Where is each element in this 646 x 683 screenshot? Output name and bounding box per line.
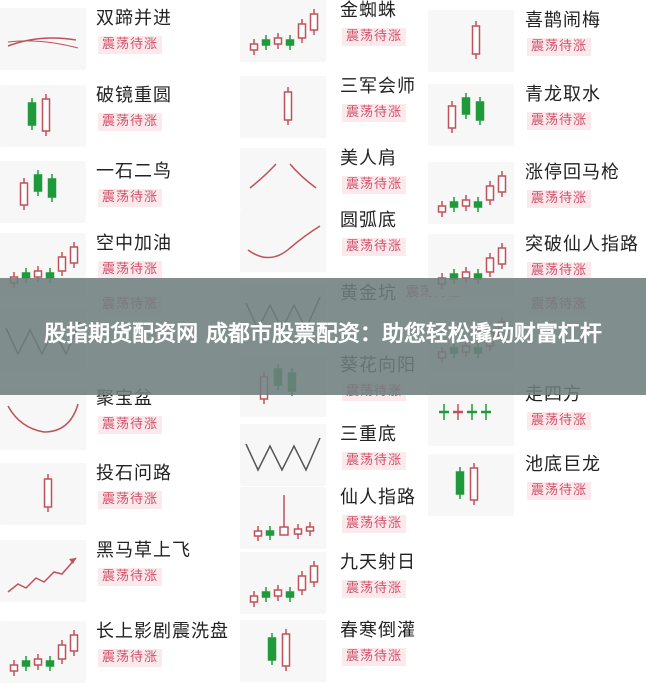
pattern-title: 投石问路 bbox=[96, 463, 172, 484]
pattern-title: 涨停回马枪 bbox=[525, 162, 620, 183]
pattern-title: 破镜重圆 bbox=[96, 85, 172, 106]
pattern-title: 三军会师 bbox=[340, 76, 416, 97]
pattern-title: 九天射日 bbox=[340, 552, 416, 573]
pattern-title: 空中加油 bbox=[96, 233, 172, 254]
status-badge: 震荡待涨 bbox=[342, 238, 407, 256]
status-badge: 震荡待涨 bbox=[527, 190, 592, 208]
status-badge: 震荡待涨 bbox=[527, 112, 592, 130]
pattern-thumbnail bbox=[428, 84, 514, 146]
status-badge: 震荡待涨 bbox=[342, 515, 407, 533]
pattern-thumbnail bbox=[240, 0, 326, 62]
pattern-title: 黑马草上飞 bbox=[96, 540, 191, 561]
pattern-title: 池底巨龙 bbox=[525, 454, 601, 475]
pattern-title: 三重底 bbox=[340, 424, 397, 445]
status-badge: 震荡待涨 bbox=[98, 649, 163, 667]
pattern-thumbnail bbox=[240, 424, 326, 486]
pattern-title: 美人肩 bbox=[340, 148, 397, 169]
status-badge: 震荡待涨 bbox=[98, 189, 163, 207]
pattern-thumbnail bbox=[428, 162, 514, 224]
status-badge: 震荡待涨 bbox=[527, 38, 592, 56]
headline-text: 股指期货配资网 成都市股票配资：助您轻松撬动财富杠杆 bbox=[44, 322, 602, 347]
pattern-title: 双蹄并进 bbox=[96, 8, 172, 29]
status-badge: 震荡待涨 bbox=[527, 262, 592, 280]
pattern-thumbnail bbox=[240, 76, 326, 138]
pattern-thumbnail bbox=[0, 621, 86, 683]
status-badge: 震荡待涨 bbox=[98, 491, 163, 509]
pattern-thumbnail bbox=[0, 540, 86, 602]
pattern-thumbnail bbox=[428, 10, 514, 72]
status-badge: 震荡待涨 bbox=[98, 261, 163, 279]
status-badge: 震荡待涨 bbox=[527, 412, 592, 430]
status-badge: 震荡待涨 bbox=[98, 568, 163, 586]
pattern-thumbnail bbox=[240, 210, 326, 272]
pattern-title: 金蜘蛛 bbox=[340, 0, 397, 21]
pattern-thumbnail bbox=[428, 454, 514, 516]
status-badge: 震荡待涨 bbox=[342, 28, 407, 46]
headline-banner: 股指期货配资网 成都市股票配资：助您轻松撬动财富杠杆 bbox=[0, 278, 646, 395]
pattern-thumbnail bbox=[240, 148, 326, 210]
status-badge: 震荡待涨 bbox=[98, 36, 163, 54]
pattern-thumbnail bbox=[0, 85, 86, 147]
pattern-thumbnail bbox=[0, 161, 86, 223]
pattern-thumbnail bbox=[240, 620, 326, 682]
pattern-title: 喜鹊闹梅 bbox=[525, 10, 601, 31]
status-badge: 震荡待涨 bbox=[98, 113, 163, 131]
pattern-title: 仙人指路 bbox=[340, 487, 416, 508]
pattern-thumbnail bbox=[240, 487, 326, 549]
pattern-thumbnail bbox=[240, 552, 326, 614]
pattern-title: 长上影剧震洗盘 bbox=[96, 621, 229, 642]
pattern-title: 春寒倒灌 bbox=[340, 620, 416, 641]
status-badge: 震荡待涨 bbox=[342, 176, 407, 194]
status-badge: 震荡待涨 bbox=[527, 482, 592, 500]
pattern-thumbnail bbox=[0, 388, 86, 450]
pattern-title: 突破仙人指路 bbox=[525, 234, 639, 255]
pattern-title: 圆弧底 bbox=[340, 210, 397, 231]
pattern-title: 一石二鸟 bbox=[96, 161, 172, 182]
pattern-title: 青龙取水 bbox=[525, 84, 601, 105]
pattern-thumbnail bbox=[0, 463, 86, 525]
status-badge: 震荡待涨 bbox=[342, 452, 407, 470]
status-badge: 震荡待涨 bbox=[98, 416, 163, 434]
status-badge: 震荡待涨 bbox=[342, 580, 407, 598]
status-badge: 震荡待涨 bbox=[342, 104, 407, 122]
pattern-thumbnail bbox=[0, 8, 86, 70]
status-badge: 震荡待涨 bbox=[342, 648, 407, 666]
